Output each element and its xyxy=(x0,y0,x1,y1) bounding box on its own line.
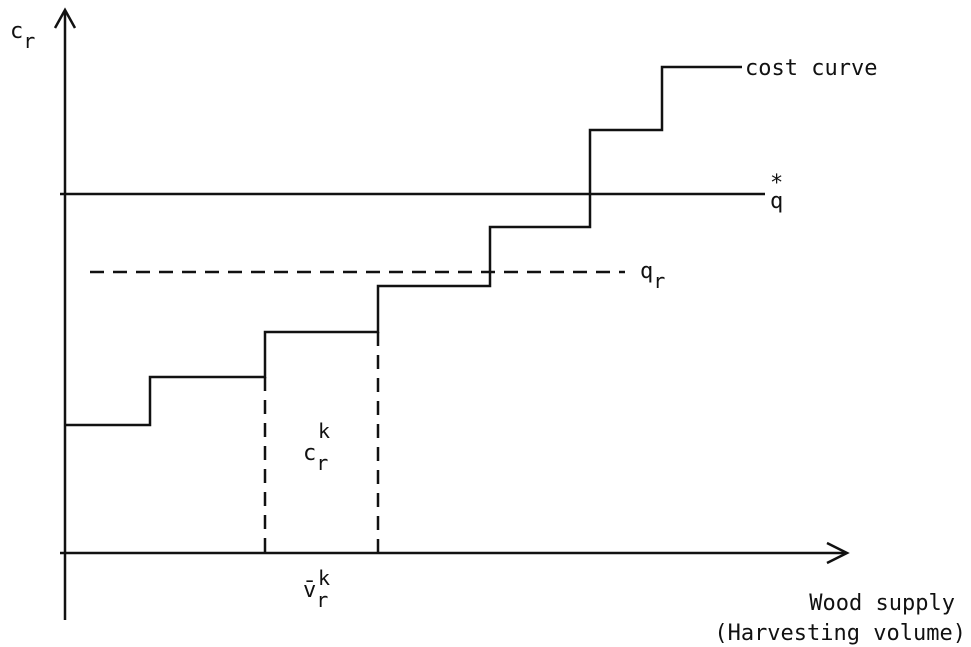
q-star-mark: * xyxy=(770,171,783,196)
step-label-sup: k xyxy=(318,419,330,443)
q-star-label: q xyxy=(770,189,783,214)
cost-curve xyxy=(65,65,735,427)
step-label: cr xyxy=(303,441,328,475)
x-axis-label-1: Wood supply xyxy=(809,591,955,616)
q-r-label: qr xyxy=(640,259,665,293)
x-axis-label-2: (Harvesting volume) xyxy=(714,621,966,646)
y-axis-arrow xyxy=(53,7,77,29)
volume-label-sup: k xyxy=(318,566,330,590)
volume-label: v̄r xyxy=(303,578,328,612)
x-axis-arrow xyxy=(826,541,850,565)
y-axis-label: cr xyxy=(10,19,35,53)
curve-label: cost curve xyxy=(745,56,877,81)
